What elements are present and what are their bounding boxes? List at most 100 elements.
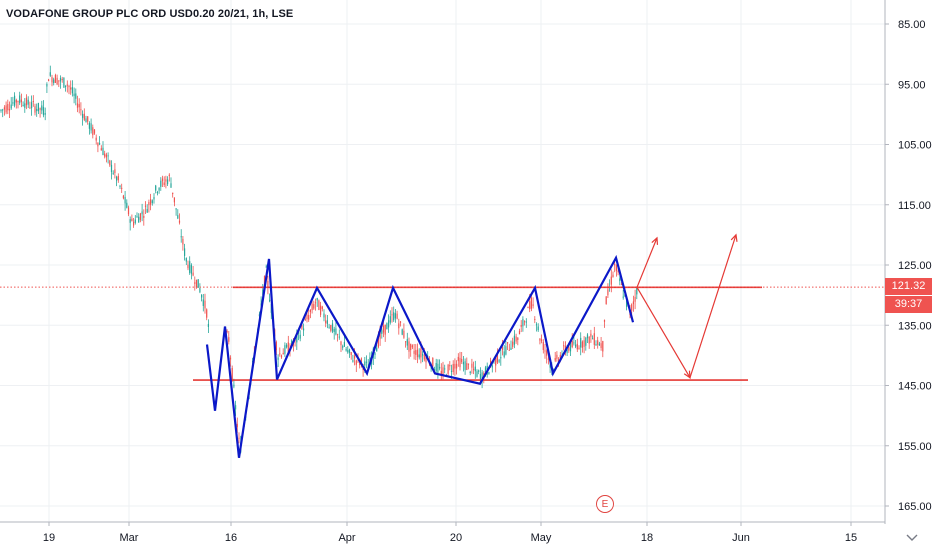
candle-body [148,201,150,206]
candle-body [581,341,583,348]
candle-body [58,80,60,82]
candle-body [598,343,600,346]
candle-body [114,169,116,173]
candle-body [68,85,70,88]
candle-body [350,352,352,355]
candle-body [180,236,182,238]
candle-body [178,220,181,223]
candle-body [518,330,521,335]
candle-body [97,142,99,147]
candle-body [19,95,21,104]
candle-body [112,172,114,174]
candle-body [335,328,337,335]
candle-body [541,339,543,342]
candle-body [612,274,614,278]
candle-body [323,313,325,318]
candle-body [396,313,398,319]
candle-body [146,208,148,213]
candle-body [420,348,422,358]
earnings-badge[interactable]: E [596,495,614,513]
candle-body [403,330,405,338]
chevron-down-icon[interactable] [906,534,918,542]
candle-body [71,87,73,94]
candle-body [308,315,310,320]
candle-body [190,265,192,274]
candle-body [547,358,549,360]
candle-body [527,307,529,309]
candle-body [524,321,526,323]
candle-body [500,357,502,359]
candle-body [479,374,481,381]
candle-body [144,205,147,207]
candle-body [14,95,16,106]
candle-body [187,264,189,269]
candle-body [121,187,123,189]
candle-body [444,368,446,370]
candle-body [153,197,155,200]
price-axis-label: 155.00 [898,441,932,453]
candle-body [549,364,551,368]
price-axis-label: 165.00 [898,501,932,513]
candle-body [172,192,174,195]
candle-body [54,75,56,83]
candle-body [471,363,473,368]
candle-body [513,335,515,345]
candle-body [435,362,437,372]
candle-body [379,331,381,339]
candle-body [508,349,510,351]
candle-body [631,304,633,311]
candle-body [117,175,119,181]
candle-body [405,341,407,343]
candle-body [484,367,487,375]
price-axis-label: 135.00 [898,320,932,332]
candle-body [87,116,89,122]
candle-body [578,347,580,349]
price-axis-label: 95.00 [898,79,926,91]
candle-body [80,109,82,111]
candle-body [105,154,107,158]
candle-body [416,349,419,358]
candle-body [437,363,439,373]
candle-body [464,361,466,370]
candle-body [338,336,340,338]
candle-body [229,357,232,360]
candle-body [607,289,609,296]
candle-body [440,370,442,377]
projection-path [636,237,658,288]
candle-body [32,100,34,102]
settings-corner[interactable] [880,524,932,550]
candle-body [447,364,449,374]
candle-body [413,350,415,354]
candle-body [467,363,470,365]
candle-body [603,319,606,322]
candle-body [622,296,624,298]
price-axis-label: 145.00 [898,381,932,393]
candle-body [337,334,339,336]
candle-body [457,356,459,362]
candle-body [495,357,497,366]
candle-body [104,153,106,157]
candle-body [459,357,461,368]
candle-body [515,336,517,342]
candle-body [568,347,570,351]
candle-body [306,314,308,320]
candle-body [95,137,97,141]
candle-body [70,87,72,90]
candle-body [158,187,160,191]
candle-body [410,343,412,351]
candle-body [542,341,544,351]
candle-body [236,423,238,428]
candle-body [269,299,271,302]
candle-body [610,276,612,285]
candle-body [286,344,288,348]
candle-body [355,360,357,365]
candle-body [29,107,31,109]
candle-body [228,337,230,342]
candle-body [296,334,298,343]
candle-body [170,183,172,188]
candle-body [394,313,396,319]
candle-body [134,219,136,223]
candle-body [102,147,104,156]
